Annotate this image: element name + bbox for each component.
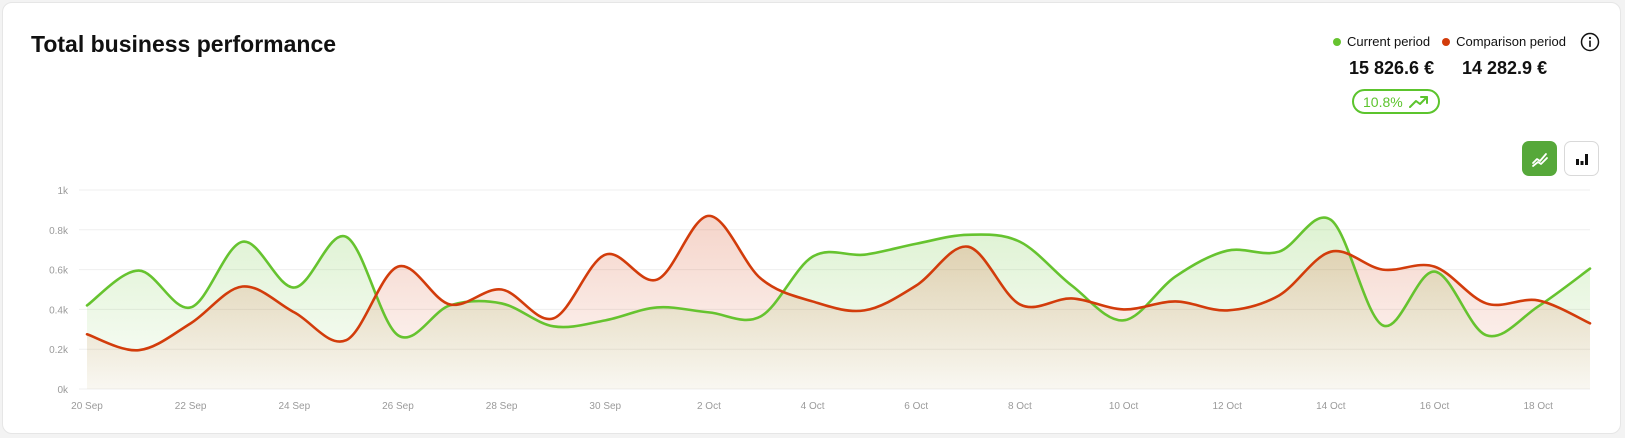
y-tick-label: 0k [57, 385, 69, 396]
x-tick-label: 20 Sep [71, 401, 103, 412]
x-tick-label: 18 Oct [1523, 401, 1553, 412]
x-tick-label: 22 Sep [175, 401, 207, 412]
series-comparison-area [87, 215, 1590, 389]
series-comparison-line [85, 214, 1592, 352]
legend-comparison-label: Comparison period [1456, 34, 1566, 49]
legend-comparison-dot [1442, 37, 1451, 46]
x-tick-label: 4 Oct [801, 401, 825, 412]
x-tick-label: 26 Sep [382, 401, 414, 412]
line-chart-icon [1531, 152, 1548, 167]
series-current-line [85, 216, 1592, 339]
line-chart-toggle[interactable] [1522, 141, 1557, 176]
y-tick-label: 1k [57, 186, 69, 197]
comparison-total: 14 282.9 € [1462, 58, 1548, 78]
current-total: 15 826.6 € [1349, 58, 1435, 78]
x-tick-label: 8 Oct [1008, 401, 1032, 412]
x-tick-label: 30 Sep [589, 401, 621, 412]
y-tick-label: 0.2k [49, 345, 69, 356]
x-tick-label: 2 Oct [697, 401, 721, 412]
y-tick-label: 0.8k [49, 226, 69, 237]
legend-current: Current period [1333, 34, 1430, 49]
y-tick-label: 0.4k [49, 305, 69, 316]
legend-comparison: Comparison period [1442, 34, 1566, 49]
legend-current-dot [1333, 37, 1341, 46]
x-tick-label: 16 Oct [1420, 401, 1450, 412]
page-title: Total business performance [31, 31, 337, 57]
legend-current-label: Current period [1347, 34, 1431, 49]
x-tick-label: 28 Sep [486, 401, 518, 412]
x-tick-label: 14 Oct [1316, 401, 1346, 412]
x-tick-label: 24 Sep [278, 401, 310, 412]
x-tick-label: 6 Oct [904, 401, 928, 412]
x-tick-label: 10 Oct [1109, 401, 1139, 412]
bar-chart-icon [1575, 153, 1588, 165]
change-badge: 10.8% [1352, 89, 1440, 114]
chart-legend: Current period Comparison period [1333, 34, 1578, 49]
x-tick-label: 12 Oct [1212, 401, 1242, 412]
change-value: 10.8% [1363, 93, 1403, 110]
info-icon[interactable] [1580, 32, 1600, 52]
bar-chart-toggle[interactable] [1564, 141, 1599, 176]
trend-up-icon [1408, 95, 1428, 108]
y-tick-label: 0.6k [49, 266, 69, 277]
